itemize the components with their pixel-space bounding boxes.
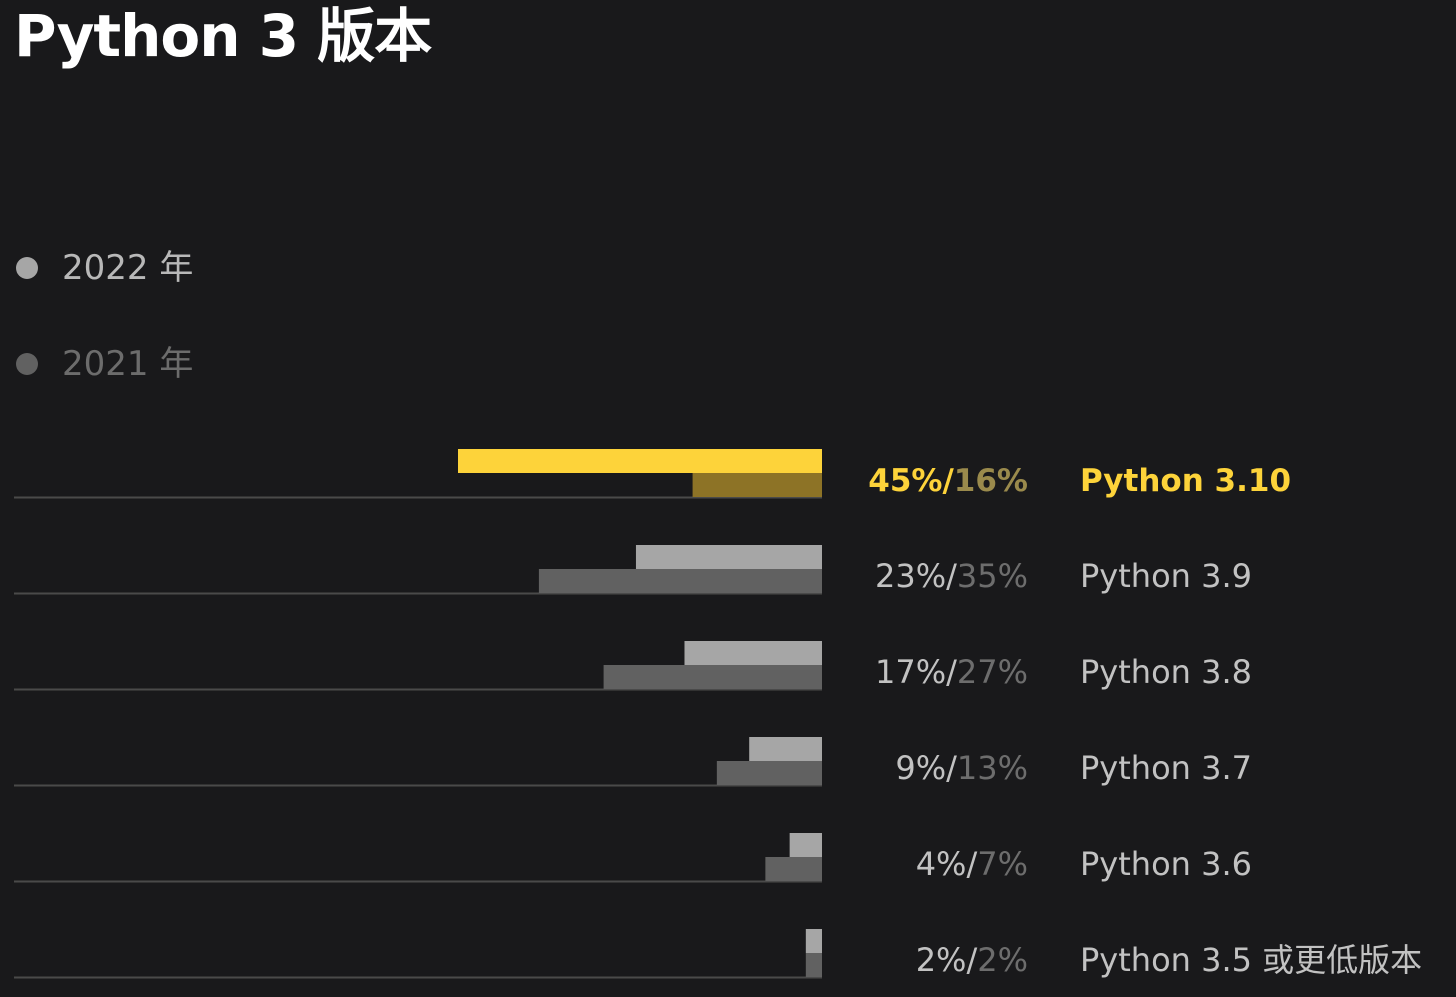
- value-label: 23%/35%: [875, 557, 1028, 595]
- bar-2022: [684, 641, 822, 665]
- category-label: Python 3.10: [1080, 463, 1291, 499]
- value-label-2021: 27%: [957, 653, 1028, 691]
- legend-swatch-2022: [16, 257, 38, 279]
- bar-2021: [603, 665, 822, 689]
- bar-2022: [458, 449, 822, 473]
- chart-title: Python 3 版本: [14, 2, 432, 70]
- bar-2021: [716, 761, 822, 785]
- value-label-2021: 2%: [977, 941, 1028, 979]
- value-label-2022: 45%/: [868, 463, 954, 499]
- bar-2022: [635, 545, 822, 569]
- value-label-2022: 2%/: [916, 941, 978, 979]
- category-label: Python 3.5 或更低版本: [1080, 941, 1422, 979]
- value-label: 9%/13%: [895, 749, 1028, 787]
- value-label-2022: 9%/: [895, 749, 957, 787]
- bar-2021: [765, 857, 822, 881]
- bar-2022: [789, 833, 822, 857]
- bar-2022: [805, 929, 822, 953]
- value-label: 45%/16%: [868, 463, 1028, 499]
- legend-item-2021: 2021 年: [16, 344, 193, 384]
- bar-2021: [805, 953, 822, 977]
- value-label-2021: 16%: [954, 463, 1028, 499]
- value-label-2021: 7%: [977, 845, 1028, 883]
- value-label: 4%/7%: [916, 845, 1028, 883]
- bar-2022: [749, 737, 822, 761]
- value-label-2021: 13%: [957, 749, 1028, 787]
- category-label: Python 3.8: [1080, 653, 1252, 691]
- category-label: Python 3.9: [1080, 557, 1252, 595]
- category-label: Python 3.6: [1080, 845, 1252, 883]
- value-label-2022: 23%/: [875, 557, 957, 595]
- bar-2021: [692, 473, 822, 497]
- value-label: 2%/2%: [916, 941, 1028, 979]
- legend-label-2022: 2022 年: [62, 248, 194, 288]
- legend-swatch-2021: [16, 353, 38, 375]
- value-label-2021: 35%: [957, 557, 1028, 595]
- value-label: 17%/27%: [875, 653, 1028, 691]
- legend-item-2022: 2022 年: [16, 248, 193, 288]
- legend-label-2021: 2021 年: [62, 344, 194, 384]
- value-label-2022: 4%/: [916, 845, 978, 883]
- category-label: Python 3.7: [1080, 749, 1252, 787]
- bar-2021: [538, 569, 822, 593]
- value-label-2022: 17%/: [875, 653, 957, 691]
